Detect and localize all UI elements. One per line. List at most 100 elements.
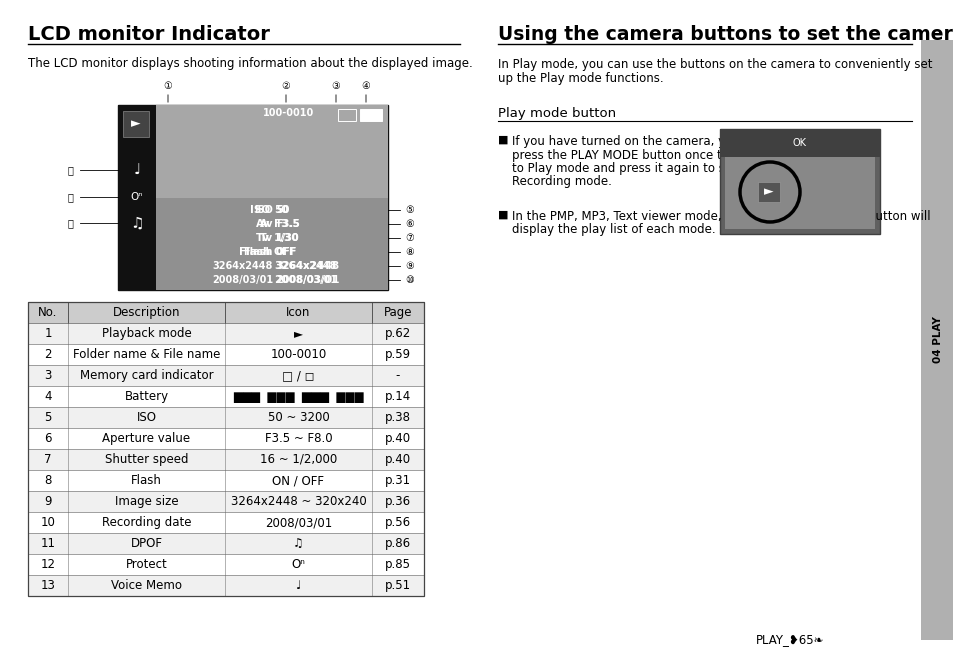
Text: No.: No. bbox=[38, 306, 57, 319]
Bar bbox=[28, 554, 423, 575]
Bar bbox=[724, 157, 874, 229]
Text: Play mode button: Play mode button bbox=[497, 107, 616, 120]
Text: 50: 50 bbox=[274, 205, 288, 215]
Bar bbox=[28, 428, 423, 449]
Text: p.62: p.62 bbox=[384, 327, 411, 340]
Bar bbox=[28, 512, 423, 533]
Text: Folder name & File name: Folder name & File name bbox=[72, 348, 220, 361]
Text: 2008/03/01: 2008/03/01 bbox=[212, 275, 273, 285]
Bar bbox=[118, 105, 156, 290]
Text: p.36: p.36 bbox=[384, 495, 411, 508]
Text: p.85: p.85 bbox=[385, 558, 411, 571]
Text: 8: 8 bbox=[44, 474, 51, 487]
Bar bbox=[123, 111, 149, 137]
Text: Av: Av bbox=[255, 219, 270, 229]
Text: 100-0010: 100-0010 bbox=[270, 348, 326, 361]
Bar bbox=[28, 302, 423, 323]
Text: Flash: Flash bbox=[243, 247, 273, 257]
Text: Image size: Image size bbox=[114, 495, 178, 508]
Text: 3264x2448: 3264x2448 bbox=[275, 261, 336, 271]
Text: press the PLAY MODE button once to switch: press the PLAY MODE button once to switc… bbox=[512, 148, 770, 162]
Text: ►: ► bbox=[763, 185, 773, 199]
Text: 4: 4 bbox=[44, 390, 51, 403]
Text: Protect: Protect bbox=[126, 558, 167, 571]
Bar bbox=[720, 129, 879, 234]
Text: OFF: OFF bbox=[274, 247, 296, 257]
Text: Aperture value: Aperture value bbox=[102, 432, 191, 445]
Bar bbox=[337, 109, 355, 121]
Text: □ / ◻: □ / ◻ bbox=[282, 369, 314, 382]
Text: ④: ④ bbox=[361, 81, 370, 91]
Text: ⑦: ⑦ bbox=[405, 233, 414, 243]
Text: ON / OFF: ON / OFF bbox=[273, 474, 324, 487]
Text: Oⁿ: Oⁿ bbox=[131, 192, 143, 202]
Text: ♩: ♩ bbox=[295, 579, 301, 592]
Text: ⑫: ⑫ bbox=[67, 192, 72, 202]
Text: OK: OK bbox=[792, 138, 806, 148]
Text: ISO: ISO bbox=[253, 205, 273, 215]
Text: F3.5: F3.5 bbox=[275, 219, 299, 229]
Bar bbox=[118, 105, 388, 290]
Text: p.40: p.40 bbox=[384, 453, 411, 466]
Text: 2008/03/01: 2008/03/01 bbox=[274, 275, 339, 285]
Text: p.56: p.56 bbox=[384, 516, 411, 529]
Text: 6: 6 bbox=[44, 432, 51, 445]
Text: Voice Memo: Voice Memo bbox=[111, 579, 182, 592]
Bar bbox=[28, 386, 423, 407]
Text: Tv: Tv bbox=[259, 233, 273, 243]
Text: 3: 3 bbox=[44, 369, 51, 382]
Text: Memory card indicator: Memory card indicator bbox=[80, 369, 213, 382]
Text: 3264x2448: 3264x2448 bbox=[274, 261, 338, 271]
Text: 3264x2448 ~ 320x240: 3264x2448 ~ 320x240 bbox=[231, 495, 366, 508]
Text: p.59: p.59 bbox=[384, 348, 411, 361]
Text: 9: 9 bbox=[44, 495, 51, 508]
Text: 2008/03/01: 2008/03/01 bbox=[265, 516, 332, 529]
Text: Recording mode.: Recording mode. bbox=[512, 176, 611, 189]
Text: Page: Page bbox=[383, 306, 412, 319]
Bar bbox=[28, 365, 423, 386]
Text: Icon: Icon bbox=[286, 306, 311, 319]
Text: ■: ■ bbox=[497, 210, 508, 220]
Bar bbox=[758, 182, 780, 202]
Text: Playback mode: Playback mode bbox=[102, 327, 192, 340]
Text: ⑥: ⑥ bbox=[405, 219, 414, 229]
Text: Recording date: Recording date bbox=[102, 516, 191, 529]
Text: F3.5 ~ F8.0: F3.5 ~ F8.0 bbox=[264, 432, 332, 445]
Text: Flash: Flash bbox=[238, 247, 270, 257]
Text: ►: ► bbox=[132, 117, 141, 131]
Text: ISO: ISO bbox=[136, 411, 156, 424]
Bar bbox=[28, 323, 423, 344]
Text: Using the camera buttons to set the camera: Using the camera buttons to set the came… bbox=[497, 25, 953, 44]
Text: ♫: ♫ bbox=[130, 216, 144, 230]
Text: Description: Description bbox=[112, 306, 180, 319]
Text: 1/30: 1/30 bbox=[275, 233, 299, 243]
Text: ⑬: ⑬ bbox=[67, 165, 72, 175]
Text: p.31: p.31 bbox=[384, 474, 411, 487]
Text: display the play list of each mode.: display the play list of each mode. bbox=[512, 224, 715, 236]
Text: ⑤: ⑤ bbox=[405, 205, 414, 215]
Text: The LCD monitor displays shooting information about the displayed image.: The LCD monitor displays shooting inform… bbox=[28, 57, 473, 70]
Text: 100-0010: 100-0010 bbox=[263, 108, 314, 118]
Text: p.51: p.51 bbox=[384, 579, 411, 592]
Text: ISO: ISO bbox=[250, 205, 270, 215]
Text: LCD monitor Indicator: LCD monitor Indicator bbox=[28, 25, 270, 44]
Text: 50 ~ 3200: 50 ~ 3200 bbox=[268, 411, 329, 424]
Text: 16 ~ 1/2,000: 16 ~ 1/2,000 bbox=[259, 453, 336, 466]
Bar bbox=[920, 40, 953, 640]
Text: p.86: p.86 bbox=[384, 537, 411, 550]
Bar bbox=[28, 470, 423, 491]
Text: In Play mode, you can use the buttons on the camera to conveniently set: In Play mode, you can use the buttons on… bbox=[497, 58, 931, 71]
Text: up the Play mode functions.: up the Play mode functions. bbox=[497, 72, 663, 85]
Bar bbox=[28, 302, 423, 596]
Text: 5: 5 bbox=[44, 411, 51, 424]
Text: ⑩: ⑩ bbox=[405, 275, 414, 285]
Text: p.14: p.14 bbox=[384, 390, 411, 403]
Text: Tv: Tv bbox=[255, 233, 270, 243]
Text: 1: 1 bbox=[44, 327, 51, 340]
Text: F3.5: F3.5 bbox=[274, 219, 299, 229]
Text: ♫: ♫ bbox=[293, 537, 303, 550]
Text: ⑨: ⑨ bbox=[405, 261, 414, 271]
Bar bbox=[720, 129, 879, 157]
Text: 1/30: 1/30 bbox=[274, 233, 299, 243]
Text: ♩: ♩ bbox=[133, 162, 140, 178]
